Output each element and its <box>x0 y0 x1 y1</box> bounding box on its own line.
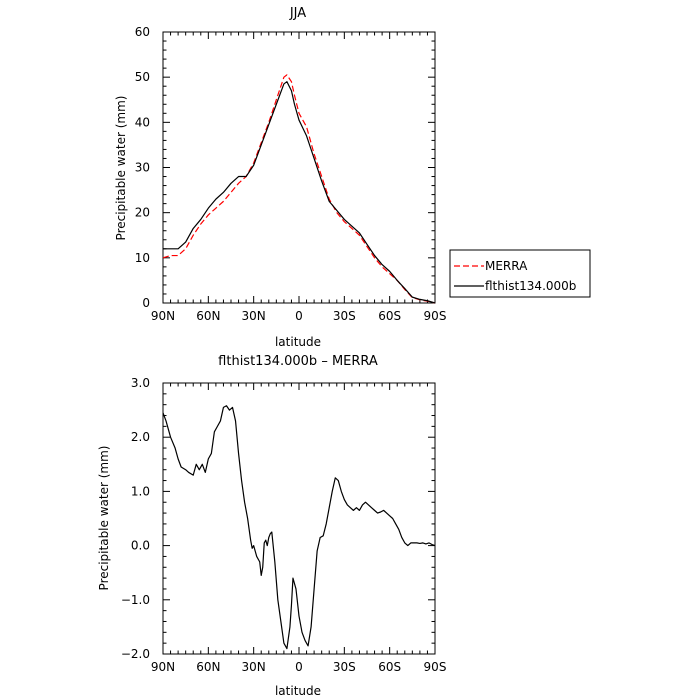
y-axis-label: Precipitable water (mm) <box>114 96 128 241</box>
x-tick-label: 60S <box>378 660 401 674</box>
x-tick-label: 90S <box>424 309 447 323</box>
y-tick-label: 2.0 <box>131 430 150 444</box>
chart-title: flthist134.000b – MERRA <box>218 354 378 369</box>
y-tick-labels: 0 10 20 30 40 50 60 <box>135 25 150 310</box>
y-tick-label: 10 <box>135 251 150 265</box>
x-tick-label: 30N <box>242 309 266 323</box>
y-tick-label: −2.0 <box>121 647 150 661</box>
y-tick-label: 30 <box>135 161 150 175</box>
y-tick-label: −1.0 <box>121 593 150 607</box>
legend-label-merra: MERRA <box>485 259 528 273</box>
x-tick-label: 90N <box>151 660 175 674</box>
chart-jja: JJA 90N 60N 30N 0 30S 60S 90S 0 10 20 30 40 50 60 la… <box>114 6 591 349</box>
chart-difference: flthist134.000b – MERRA 90N 60N 30N 0 30S 60S… <box>97 354 446 698</box>
x-tick-labels: 90N 60N 30N 0 30S 60S 90S <box>151 309 447 323</box>
legend: MERRA flthist134.000b <box>449 249 591 298</box>
y-tick-label: 1.0 <box>131 484 150 498</box>
x-tick-label: 0 <box>295 660 303 674</box>
y-axis-label: Precipitable water (mm) <box>97 446 111 591</box>
x-tick-label: 0 <box>295 309 303 323</box>
x-tick-label: 60S <box>378 309 401 323</box>
x-tick-label: 30S <box>333 309 356 323</box>
series-group <box>162 74 436 304</box>
y-tick-label: 40 <box>135 115 150 129</box>
series-line-merra <box>162 74 436 304</box>
y-tick-label: 3.0 <box>131 376 150 390</box>
y-tick-label: 0.0 <box>131 539 150 553</box>
x-tick-label: 60N <box>196 309 220 323</box>
plot-frame <box>162 31 436 304</box>
x-tick-label: 30S <box>333 660 356 674</box>
x-tick-labels: 90N 60N 30N 0 30S 60S 90S <box>151 660 447 674</box>
x-tick-label: 30N <box>242 660 266 674</box>
x-tick-label: 90N <box>151 309 175 323</box>
x-axis-label: latitude <box>275 684 321 698</box>
y-tick-label: 50 <box>135 70 150 84</box>
tick-marks <box>162 382 436 655</box>
series-line-model <box>162 405 436 650</box>
x-tick-label: 90S <box>424 660 447 674</box>
y-tick-label: 0 <box>142 296 150 310</box>
y-tick-label: 20 <box>135 206 150 220</box>
chart-title: JJA <box>289 6 306 21</box>
x-tick-label: 60N <box>196 660 220 674</box>
tick-marks <box>162 31 436 304</box>
series-line-model <box>163 81 436 304</box>
y-tick-labels: −2.0 −1.0 0.0 1.0 2.0 3.0 <box>121 376 150 661</box>
legend-box <box>449 249 591 298</box>
x-axis-label: latitude <box>275 335 321 349</box>
legend-label-model: flthist134.000b <box>485 279 576 293</box>
y-tick-label: 60 <box>135 25 150 39</box>
series-group <box>162 405 436 650</box>
